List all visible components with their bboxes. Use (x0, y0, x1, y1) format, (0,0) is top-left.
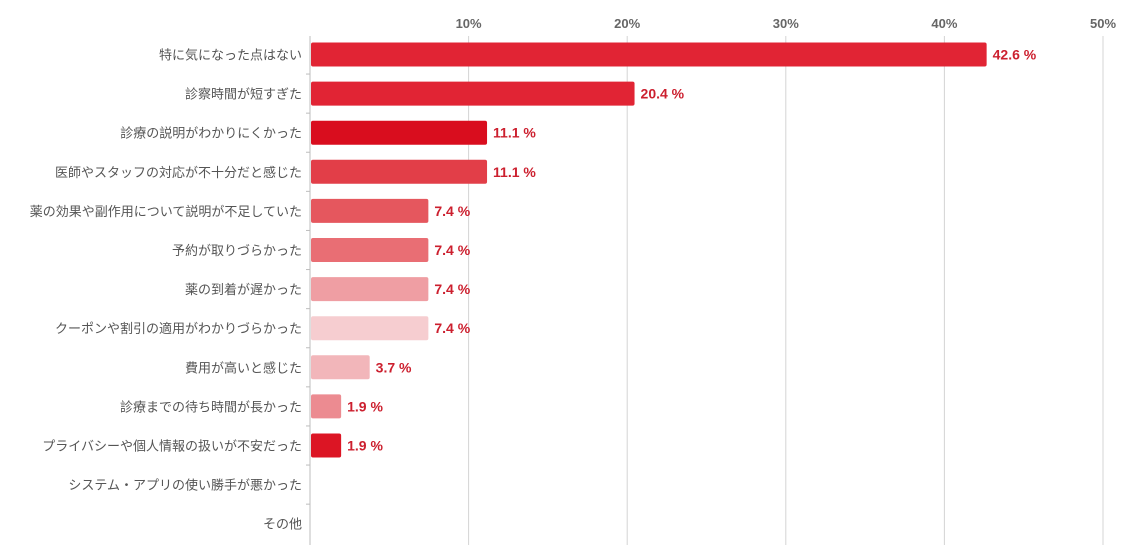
x-tick-label: 40% (931, 16, 957, 31)
category-label: 診療までの待ち時間が長かった (120, 399, 302, 415)
bar (311, 316, 429, 341)
category-label: 診療の説明がわかりにくかった (120, 126, 302, 142)
category-label: プライバシーや個人情報の扱いが不安だった (42, 440, 302, 455)
value-label: 42.6 % (993, 47, 1037, 63)
bar (311, 355, 370, 380)
x-tick-label: 30% (773, 16, 799, 31)
category-label: 診察時間が短すぎた (185, 87, 302, 103)
value-label: 3.7 % (376, 359, 412, 375)
x-tick-label: 50% (1090, 16, 1116, 31)
value-label: 7.4 % (434, 281, 470, 297)
bar (311, 81, 635, 106)
bar (311, 159, 488, 184)
bar (311, 277, 429, 302)
value-label: 7.4 % (434, 242, 470, 258)
category-label: その他 (263, 518, 302, 533)
value-label: 1.9 % (347, 398, 383, 414)
value-label: 1.9 % (347, 438, 383, 454)
x-tick-label: 10% (456, 16, 482, 31)
bar (311, 433, 342, 458)
bars (311, 42, 987, 458)
bar (311, 120, 488, 145)
category-label: 医師やスタッフの対応が不十分だと感じた (55, 165, 302, 181)
value-label: 7.4 % (434, 203, 470, 219)
category-label: 特に気になった点はない (159, 48, 302, 64)
category-label: 費用が高いと感じた (185, 360, 302, 376)
value-label: 11.1 % (493, 164, 536, 180)
category-label: システム・アプリの使い勝手が悪かった (68, 478, 302, 494)
value-label: 7.4 % (434, 320, 470, 336)
category-label: 予約が取りづらかった (172, 244, 302, 259)
bar (311, 238, 429, 262)
category-label: 薬の効果や副作用について説明が不足していた (30, 204, 302, 220)
x-axis-ticks: 10% 20% 30% 40% 50% (456, 16, 1117, 31)
category-label: 薬の到着が遅かった (185, 282, 302, 298)
bar (311, 394, 342, 419)
x-tick-label: 20% (614, 16, 640, 31)
category-label: クーポンや割引の適用がわかりづらかった (55, 321, 302, 337)
category-labels: 特に気になった点はない診察時間が短すぎた診療の説明がわかりにくかった医師やスタッ… (30, 48, 302, 533)
value-label: 20.4 % (641, 86, 685, 102)
bar (311, 42, 987, 67)
value-labels: 42.6 % 20.4 % 11.1 % 11.1 % 7.4 % 7.4 % 7.4 % 7… (347, 47, 1037, 454)
bar (311, 198, 429, 223)
value-label: 11.1 % (493, 125, 536, 141)
